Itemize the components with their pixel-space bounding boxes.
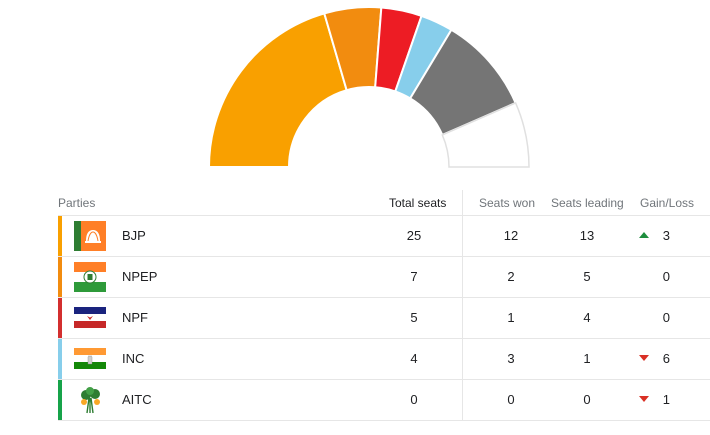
seats-leading: 13 (579, 228, 595, 243)
header-gain-loss[interactable]: Gain/Loss (640, 196, 695, 210)
table-row[interactable]: NPF 5 1 4 0 (58, 298, 710, 339)
npf-flag-icon (74, 307, 106, 328)
party-name: AITC (122, 392, 152, 407)
party-color-bar (58, 380, 62, 420)
seats-won: 12 (503, 228, 519, 243)
seats-leading: 4 (583, 310, 591, 325)
column-divider (462, 190, 463, 420)
seat-segment-remaining[interactable] (441, 101, 530, 168)
party-name: NPF (122, 310, 148, 325)
table-row[interactable]: BJP 25 12 13 3 (58, 216, 710, 257)
seats-won: 3 (507, 351, 515, 366)
seats-won: 2 (507, 269, 515, 284)
header-parties: Parties (58, 196, 96, 210)
seats-won: 1 (507, 310, 515, 325)
total-seats: 0 (410, 392, 418, 407)
party-color-bar (58, 216, 62, 256)
party-seats-table: Parties Total seats Seats won Seats lead… (58, 190, 710, 421)
loss-down-icon (639, 396, 649, 402)
table-row[interactable]: NPEP 7 2 5 0 (58, 257, 710, 298)
header-total-seats[interactable]: Total seats (389, 196, 447, 210)
bjp-flag-icon (74, 221, 106, 251)
npep-flag-icon (74, 262, 106, 292)
total-seats: 5 (410, 310, 418, 325)
table-row[interactable]: INC 4 3 1 6 (58, 339, 710, 380)
seat-segment-bjp[interactable] (207, 12, 348, 168)
seat-semicircle-chart (207, 6, 530, 168)
inc-flag-icon (74, 348, 106, 369)
seats-won: 0 (507, 392, 515, 407)
party-name: INC (122, 351, 145, 366)
table-row[interactable]: AITC 0 0 0 1 (58, 380, 710, 421)
gain-loss: 6 (662, 351, 670, 366)
header-seats-leading[interactable]: Seats leading (551, 196, 624, 210)
table-header: Parties Total seats Seats won Seats lead… (58, 190, 710, 216)
header-seats-won[interactable]: Seats won (479, 196, 536, 210)
loss-down-icon (639, 355, 649, 361)
gain-loss: 0 (662, 269, 670, 284)
party-color-bar (58, 298, 62, 338)
total-seats: 4 (410, 351, 418, 366)
party-name: NPEP (122, 269, 158, 284)
party-name: BJP (122, 228, 146, 243)
party-color-bar (58, 257, 62, 297)
gain-loss: 3 (662, 228, 670, 243)
gain-loss: 0 (662, 310, 670, 325)
gain-loss: 1 (662, 392, 670, 407)
seats-leading: 1 (583, 351, 591, 366)
seats-leading: 0 (583, 392, 591, 407)
aitc-flag-icon (81, 387, 100, 414)
total-seats: 25 (406, 228, 422, 243)
party-color-bar (58, 339, 62, 379)
gain-up-icon (639, 232, 649, 238)
seats-leading: 5 (583, 269, 591, 284)
total-seats: 7 (410, 269, 418, 284)
